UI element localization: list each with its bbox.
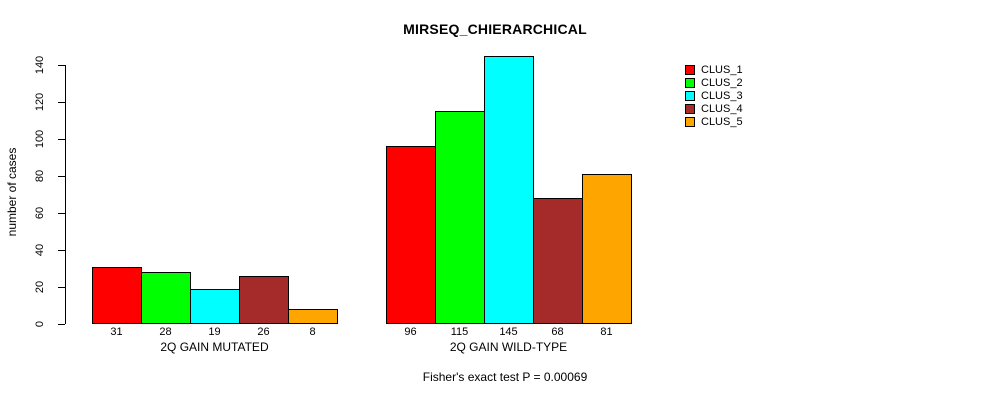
bar-value-label: 8: [309, 326, 316, 338]
bar-clus_3-group1: [190, 289, 240, 324]
bar-clus_5-group2: [582, 174, 632, 324]
bar-clus_5-group1: [288, 309, 338, 324]
x-group-label-wild-type: 2Q GAIN WILD-TYPE: [449, 340, 568, 354]
y-tick-label: 0: [34, 320, 46, 328]
legend-label: CLUS_5: [701, 116, 743, 128]
y-tick: [58, 212, 65, 214]
legend-label: CLUS_1: [701, 64, 743, 76]
legend-swatch-clus_2: [685, 78, 695, 88]
bar-clus_1-group1: [92, 267, 142, 324]
legend-swatch-clus_3: [685, 91, 695, 101]
y-tick-label: 20: [34, 280, 46, 294]
bar-value-label: 31: [110, 326, 123, 338]
legend-label: CLUS_2: [701, 77, 743, 89]
y-tick-label: 60: [34, 206, 46, 220]
bar-value-label: 28: [159, 326, 172, 338]
legend-swatch-clus_4: [685, 104, 695, 114]
legend-swatch-clus_1: [685, 65, 695, 75]
bar-clus_2-group2: [435, 111, 485, 324]
bar-clus_1-group2: [386, 146, 436, 324]
bar-clus_4-group1: [239, 276, 289, 324]
bar-value-label: 19: [208, 326, 221, 338]
y-tick: [58, 323, 65, 325]
y-tick-label: 100: [34, 129, 46, 149]
legend-swatch-clus_5: [685, 117, 695, 127]
bar-clus_4-group2: [533, 198, 583, 324]
y-tick-label: 80: [34, 169, 46, 183]
legend-label: CLUS_4: [701, 103, 743, 115]
y-tick-label: 40: [34, 243, 46, 257]
chart-title: MIRSEQ_CHIERARCHICAL: [403, 21, 587, 37]
stat-annotation: Fisher's exact test P = 0.00069: [422, 370, 588, 384]
y-tick: [58, 175, 65, 177]
bar-value-label: 26: [257, 326, 270, 338]
y-tick: [58, 101, 65, 103]
bar-clus_2-group1: [141, 272, 191, 324]
bar-value-label: 96: [404, 326, 417, 338]
y-tick: [58, 64, 65, 66]
y-tick: [58, 138, 65, 140]
y-axis-line: [65, 65, 66, 324]
y-tick: [58, 286, 65, 288]
bar-value-label: 68: [551, 326, 564, 338]
x-group-label-mutated: 2Q GAIN MUTATED: [160, 340, 269, 354]
y-tick: [58, 249, 65, 251]
y-tick-label: 140: [34, 55, 46, 75]
legend-label: CLUS_3: [701, 90, 743, 102]
y-tick-label: 120: [34, 92, 46, 112]
bar-value-label: 81: [600, 326, 613, 338]
bar-clus_3-group2: [484, 56, 534, 324]
bar-value-label: 145: [499, 326, 518, 338]
bar-value-label: 115: [450, 326, 469, 338]
